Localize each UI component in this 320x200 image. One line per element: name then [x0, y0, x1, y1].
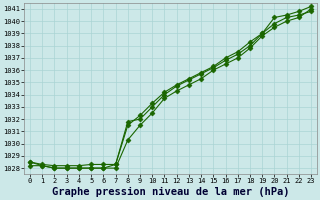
- X-axis label: Graphe pression niveau de la mer (hPa): Graphe pression niveau de la mer (hPa): [52, 187, 289, 197]
